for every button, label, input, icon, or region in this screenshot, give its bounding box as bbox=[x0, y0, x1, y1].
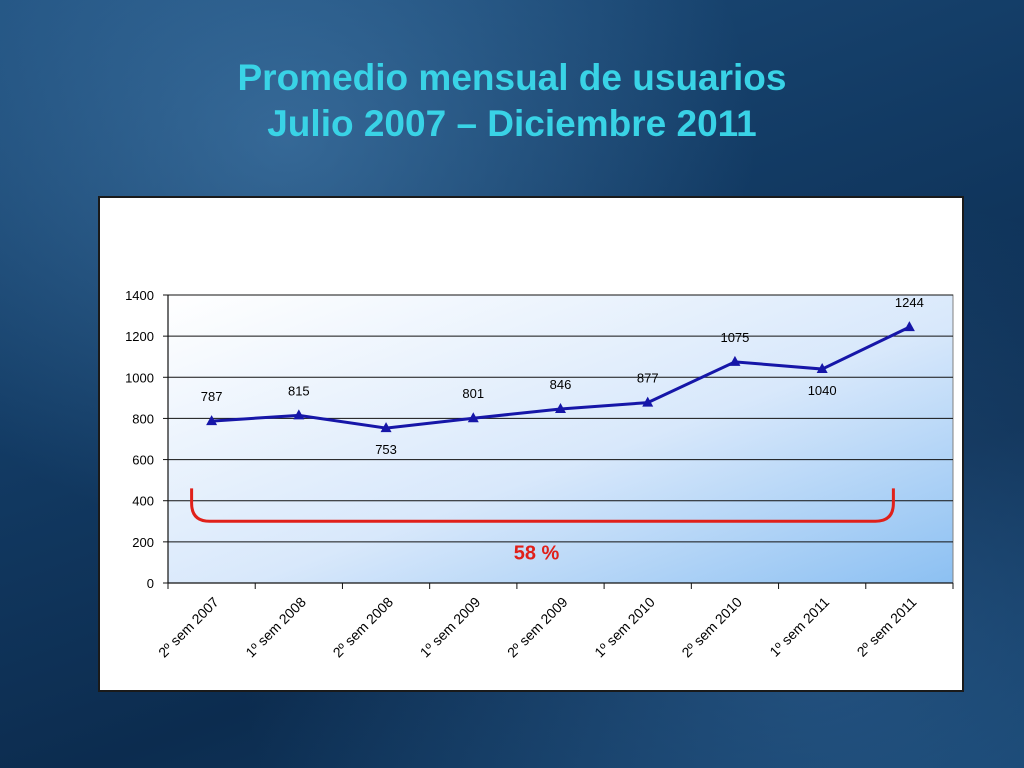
data-point-marker bbox=[293, 409, 305, 420]
y-tick-label: 400 bbox=[132, 494, 154, 509]
growth-annotation-label: 58 % bbox=[514, 542, 560, 564]
x-tick-label: 2º sem 2009 bbox=[504, 594, 571, 661]
data-label: 787 bbox=[201, 389, 223, 404]
data-point-marker bbox=[903, 321, 915, 332]
y-tick-label: 200 bbox=[132, 535, 154, 550]
x-tick-label: 2º sem 2011 bbox=[854, 594, 920, 660]
x-tick-label: 1º sem 2008 bbox=[242, 594, 309, 661]
data-label: 1075 bbox=[720, 330, 749, 345]
y-tick-label: 1200 bbox=[125, 329, 154, 344]
y-tick-label: 600 bbox=[132, 453, 154, 468]
data-point-marker bbox=[642, 396, 654, 407]
data-point-marker bbox=[380, 422, 392, 433]
data-label: 753 bbox=[375, 442, 397, 457]
chart-frame: 0 200 400 600 800 1000 1200 1400 2º sem 2007 1º s… bbox=[98, 196, 964, 692]
data-label: 815 bbox=[288, 383, 310, 398]
data-point-marker bbox=[729, 355, 741, 366]
data-label: 801 bbox=[462, 386, 484, 401]
x-tick-label: 1º sem 2011 bbox=[766, 594, 832, 660]
y-tick-label: 800 bbox=[132, 411, 154, 426]
data-label: 877 bbox=[637, 371, 659, 386]
data-label: 1244 bbox=[895, 295, 924, 310]
data-point-marker bbox=[816, 363, 828, 374]
x-tick-label: 2º sem 2010 bbox=[678, 594, 745, 661]
plot-area bbox=[167, 294, 954, 584]
title-line-1: Promedio mensual de usuarios bbox=[237, 57, 787, 98]
slide-title: Promedio mensual de usuarios Julio 2007 … bbox=[0, 55, 1024, 147]
x-tick-label: 2º sem 2008 bbox=[330, 594, 397, 661]
growth-bracket bbox=[190, 488, 895, 523]
line-chart: 0 200 400 600 800 1000 1200 1400 2º sem 2007 1º s… bbox=[125, 288, 954, 661]
data-label: 846 bbox=[550, 377, 572, 392]
y-tick-label: 1000 bbox=[125, 370, 154, 385]
x-tick-label: 2º sem 2007 bbox=[155, 594, 222, 661]
data-point-marker bbox=[206, 415, 218, 426]
data-point-marker bbox=[555, 402, 566, 413]
data-point-marker bbox=[467, 412, 479, 423]
x-tick-label: 1º sem 2009 bbox=[417, 594, 484, 661]
x-tick-label: 1º sem 2010 bbox=[591, 594, 658, 661]
y-tick-label: 1400 bbox=[125, 288, 154, 303]
data-label: 1040 bbox=[808, 383, 837, 398]
y-tick-label: 0 bbox=[147, 576, 154, 591]
title-line-2: Julio 2007 – Diciembre 2011 bbox=[267, 103, 757, 144]
